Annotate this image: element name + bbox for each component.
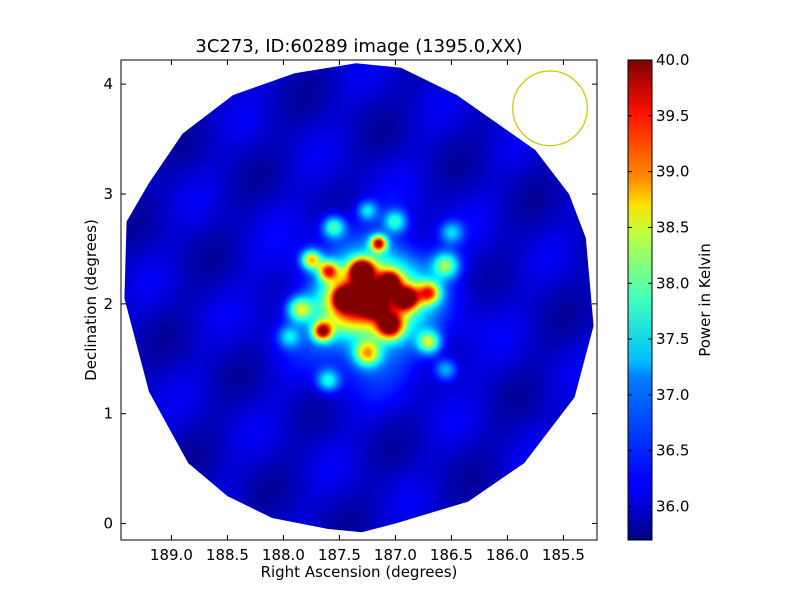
colorbar-label: Power in Kelvin [696, 243, 714, 357]
y-tick-label: 3 [103, 185, 113, 203]
x-tick-label: 187.0 [374, 546, 417, 564]
x-tick-label: 188.5 [206, 546, 249, 564]
chart-title: 3C273, ID:60289 image (1395.0,XX) [195, 36, 522, 57]
x-axis-label: Right Ascension (degrees) [261, 563, 458, 581]
colorbar-tick-label: 39.5 [656, 107, 689, 125]
colorbar-tick-label: 37.5 [656, 330, 689, 348]
y-tick-label: 4 [103, 75, 113, 93]
axes-frame [120, 59, 598, 541]
colorbar-tick-label: 38.5 [656, 218, 689, 236]
colorbar-tick-label: 38.0 [656, 274, 689, 292]
colorbar-ticks: 36.0 36.5 37.0 37.5 38.0 38.5 39.0 39.5 40.0 [628, 51, 689, 516]
y-tick-label: 1 [103, 405, 113, 423]
colorbar-tick-label: 37.0 [656, 386, 689, 404]
y-tick-label: 2 [103, 295, 113, 313]
plot-area [121, 60, 597, 540]
x-tick-label: 186.0 [486, 546, 529, 564]
colorbar-tick-label: 40.0 [656, 51, 689, 69]
x-tick-label: 189.0 [150, 546, 193, 564]
x-tick-label: 187.5 [318, 546, 361, 564]
beam-circle [512, 70, 588, 147]
y-tick-label: 0 [103, 515, 113, 533]
y-ticks: 0 1 2 3 4 [103, 75, 597, 533]
colorbar-tick-label: 39.0 [656, 163, 689, 181]
colorbar [627, 59, 653, 541]
x-tick-label: 188.0 [262, 546, 305, 564]
heatmap-image [124, 63, 594, 533]
x-tick-label: 186.5 [430, 546, 473, 564]
colorbar-tick-label: 36.0 [656, 498, 689, 516]
x-tick-label: 185.5 [542, 546, 585, 564]
x-ticks: 189.0 188.5 188.0 187.5 187.0 186.5 186.0 185.5 [150, 60, 585, 564]
y-axis-label: Declination (degrees) [82, 219, 100, 381]
colorbar-tick-label: 36.5 [656, 442, 689, 460]
